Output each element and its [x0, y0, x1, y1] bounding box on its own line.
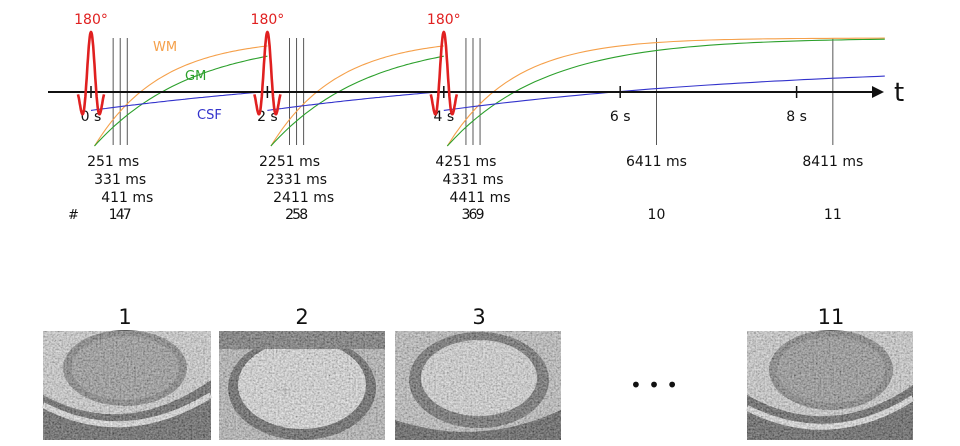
pulse-1: 180° — [251, 12, 285, 116]
readout-time-label-7: 411 ms — [101, 190, 153, 206]
inversion-pulses: 180° 180° 180° — [74, 12, 461, 116]
curve-label-wm: WM — [153, 40, 177, 55]
image-label-1: 1 — [118, 305, 131, 329]
axis-tick-label-2: 4 s — [433, 109, 454, 125]
axis-label-t: t — [894, 78, 904, 108]
image-panels: 1 2 3 • • • — [41, 305, 915, 440]
image-panel-3 — [395, 331, 561, 440]
readout-index-7: 7 — [123, 207, 132, 223]
pulse-shape-1 — [253, 30, 282, 116]
pulse-label-1: 180° — [251, 12, 285, 28]
relaxation-curves — [90, 37, 885, 147]
readout-time-labels: 251 ms 331 ms 411 ms 2251 ms 2331 ms 2411 ms 4… — [87, 154, 863, 206]
pulse-shape-2 — [429, 30, 459, 116]
pulse-0: 180° — [74, 12, 108, 116]
readout-index-8: 8 — [299, 207, 308, 223]
readout-index-6: 6 — [469, 207, 478, 223]
curve-label-csf: CSF — [197, 108, 222, 123]
curve-wm — [94, 37, 885, 147]
pulse-label-0: 180° — [74, 12, 108, 28]
pulse-2: 180° — [427, 12, 461, 116]
pulse-shape-0 — [76, 30, 106, 116]
readout-index-11: 11 — [824, 207, 842, 223]
readout-time-label-1: 251 ms — [87, 154, 139, 170]
readout-index-1: 1 — [109, 207, 118, 223]
readout-time-label-10: 6411 ms — [626, 154, 687, 170]
image-ellipsis: • • • — [630, 373, 678, 397]
index-header: # — [68, 208, 79, 223]
image-label-2: 2 — [295, 305, 308, 329]
image-panel-1 — [41, 330, 213, 440]
image-label-3: 3 — [472, 305, 485, 329]
readout-index-9: 9 — [476, 207, 485, 223]
axis-tick-label-0: 0 s — [81, 109, 102, 125]
readout-time-label-2: 2251 ms — [259, 154, 320, 170]
readout-index-3: 3 — [461, 207, 470, 223]
readout-indices: 147 258 369 10 11 — [109, 207, 842, 223]
readout-index-10: 10 — [648, 207, 666, 223]
image-panel-2 — [219, 331, 385, 440]
axis-arrowhead — [872, 86, 884, 98]
readout-time-label-8: 2411 ms — [273, 190, 334, 206]
readout-time-label-9: 4411 ms — [450, 190, 511, 206]
readout-time-label-11: 8411 ms — [802, 154, 863, 170]
axis-tick-label-3: 6 s — [610, 109, 631, 125]
curve-csf — [90, 75, 885, 111]
readout-index-4: 4 — [116, 207, 125, 223]
readout-index-5: 5 — [292, 207, 301, 223]
pulse-label-2: 180° — [427, 12, 461, 28]
axis-tick-label-4: 8 s — [786, 109, 807, 125]
readout-time-label-6: 4331 ms — [442, 172, 503, 188]
readout-time-label-3: 4251 ms — [435, 154, 496, 170]
readout-index-2: 2 — [285, 207, 294, 223]
curve-gm — [94, 38, 885, 147]
axis-tick-label-1: 2 s — [257, 109, 278, 125]
axis-ticks: 0 s 2 s 4 s 6 s 8 s — [81, 86, 807, 125]
image-panel-11 — [745, 330, 915, 440]
time-axis: t — [48, 78, 904, 108]
readout-time-label-4: 331 ms — [94, 172, 146, 188]
curve-label-gm: GM — [185, 69, 206, 84]
readout-time-label-5: 2331 ms — [266, 172, 327, 188]
image-label-11: 11 — [818, 305, 845, 329]
